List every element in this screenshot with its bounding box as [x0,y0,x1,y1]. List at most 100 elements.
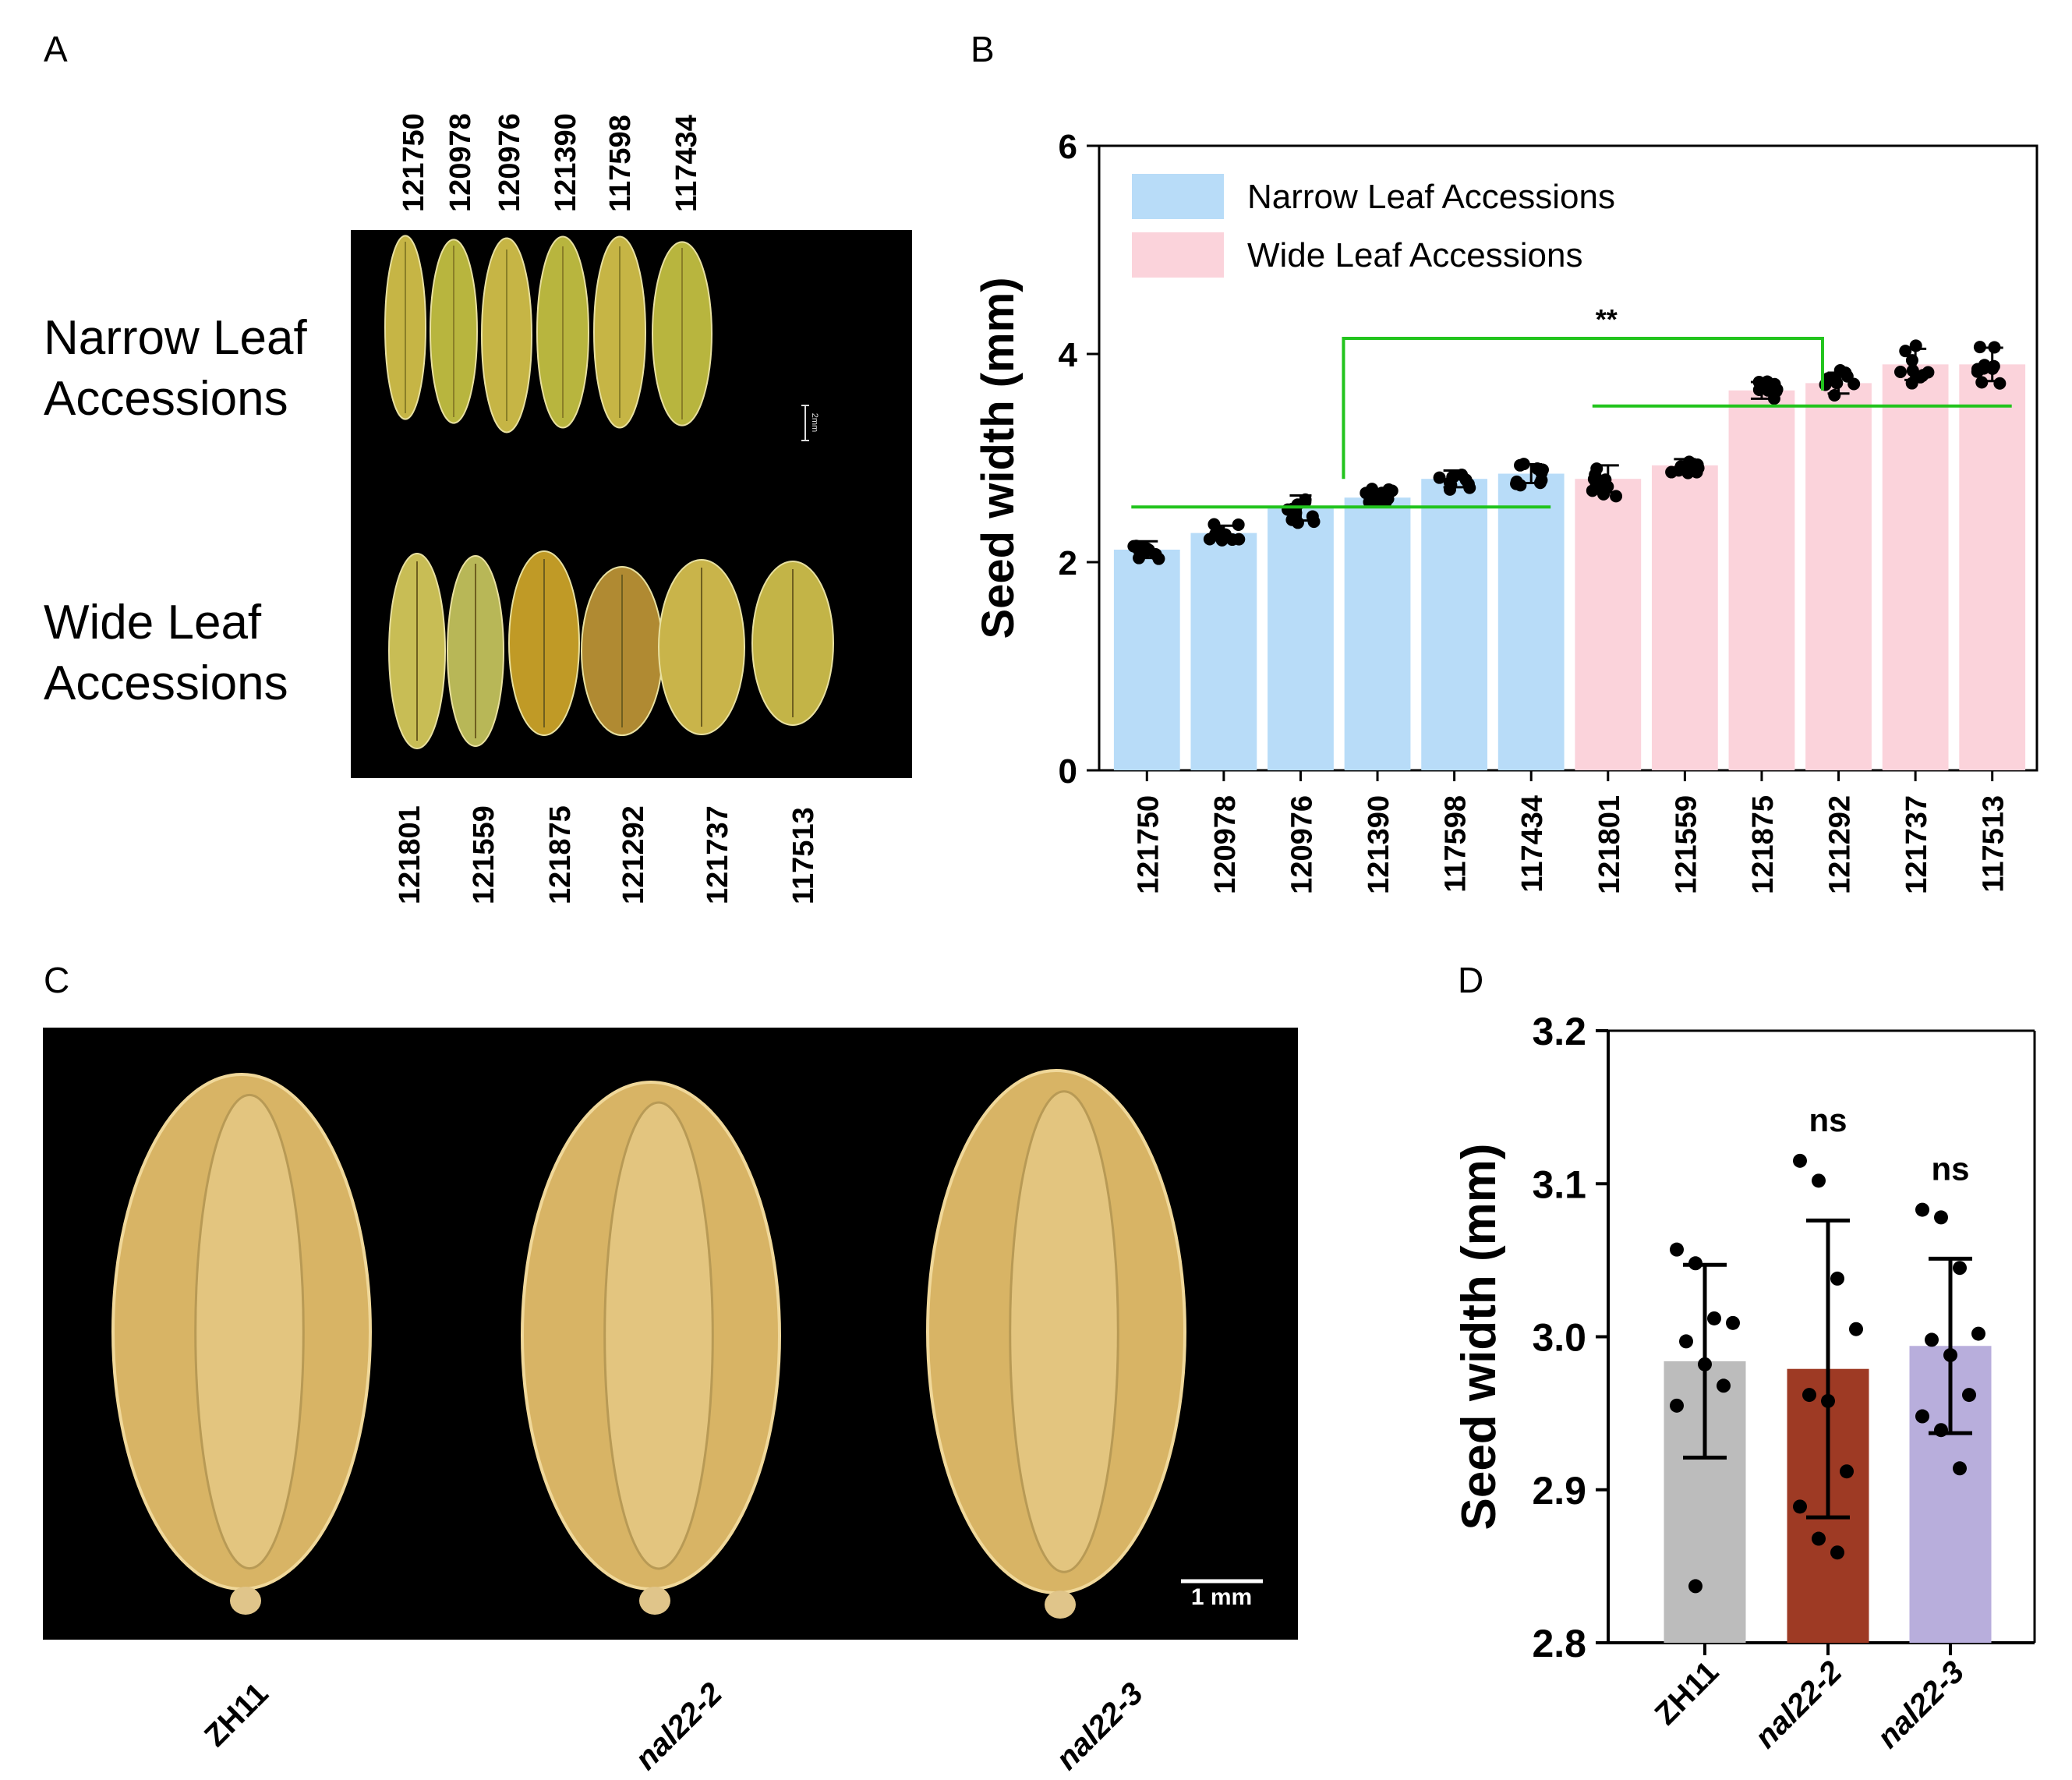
seed-photo-genotypes-svg: 1 mm [111,1069,1263,1619]
accession-id-label: 117434 [670,115,703,212]
data-point-b [1462,477,1475,490]
data-point-b [1762,384,1775,397]
data-point-b [1232,518,1245,531]
y-tick-label-d: 2.8 [1532,1622,1586,1665]
data-point-b [1447,470,1460,483]
seed-photo-accessions-svg: 2mm [384,235,834,749]
data-point-b [1910,370,1923,383]
data-point-b [1535,473,1548,487]
bar-d [1909,1346,1992,1643]
data-point-b [1672,464,1685,477]
x-tick-label-b: 120978 [1209,795,1242,894]
data-point-b [1140,544,1154,557]
data-point-b [1922,366,1935,379]
data-point-b [1444,483,1457,496]
data-point-b [1225,533,1239,547]
data-point-b [1514,479,1527,492]
data-point-b [1755,380,1768,394]
data-point-b [1215,533,1229,547]
data-point-b [1847,377,1861,391]
row-label-wide: Wide Leaf Accessions [44,596,288,710]
data-point-b [1433,471,1446,484]
data-point-d [1915,1409,1929,1424]
bar-b [1575,479,1642,770]
data-point-d [1679,1334,1693,1349]
data-point-b [1819,378,1832,391]
data-point-b [1517,458,1530,471]
data-point-b [1821,372,1834,385]
significance-label-d: ns [1809,1102,1847,1138]
data-point-b [1770,384,1783,398]
data-point-b [1289,506,1303,519]
accession-id-label: 120976 [493,113,526,212]
data-point-b [1132,543,1145,557]
data-point-b [1589,476,1603,489]
y-tick-label-d: 3.0 [1532,1316,1586,1360]
data-point-b [1906,364,1919,377]
data-point-d [1698,1357,1712,1371]
data-point-b [1285,502,1299,515]
data-point-d [1670,1398,1684,1413]
seed-large-ridge [603,1101,714,1570]
data-point-b [1130,540,1143,553]
data-point-b [1971,365,1984,378]
data-point-b [1839,366,1852,380]
data-point-d [1971,1326,1985,1341]
bar-d [1664,1361,1746,1643]
scale-bar-label-a: 2mm [810,413,819,432]
data-point-b [1299,493,1312,506]
x-tick-label-b: 117598 [1440,795,1473,893]
data-point-b [1137,541,1151,554]
genotype-label-zh11: ZH11 [198,1676,275,1753]
x-tick-label-b: 120976 [1285,795,1318,894]
significance-label-d: ns [1931,1151,1969,1187]
data-point-b [1212,526,1225,539]
bar-b [1959,364,2026,771]
data-point-b [1685,459,1699,472]
data-point-b [1446,470,1459,483]
panel-letter-a: A [44,29,68,69]
data-point-b [1893,365,1907,378]
data-point-b [1299,496,1312,509]
data-point-b [1360,487,1373,500]
data-point-b [1218,528,1232,541]
data-point-b [1366,483,1379,496]
data-point-d [1915,1202,1929,1217]
data-point-b [1752,376,1766,389]
data-point-b [1665,465,1678,479]
seed-large-ridge [1009,1090,1119,1573]
accession-id-label: 117598 [604,115,637,212]
data-point-b [1370,492,1384,505]
bar-b [1728,390,1795,770]
data-point-d [1943,1348,1957,1363]
data-point-b [1978,359,1991,372]
data-point-b [1133,551,1146,564]
data-point-b [1291,516,1304,529]
data-point-d [1953,1261,1967,1276]
bar-b [1497,473,1565,770]
seed-large-base [639,1587,670,1615]
seed-photo-accessions: 2mm [351,230,912,778]
data-point-b [1385,484,1398,497]
bar-b [1344,497,1411,770]
data-point-b [1681,466,1695,480]
significance-bracket-b [1342,336,1824,480]
data-point-d [1688,1256,1703,1271]
data-point-b [1973,341,1986,354]
data-point-b [1597,487,1611,501]
data-point-b [1599,473,1612,487]
data-point-b [1690,465,1703,479]
data-point-b [1535,466,1548,480]
x-tick-label-b: 121875 [1747,795,1780,894]
y-tick-label-d: 2.9 [1532,1469,1586,1513]
data-point-b [1207,518,1221,531]
data-point-b [1971,363,1984,376]
data-point-b [1379,495,1392,508]
data-point-b [1916,369,1929,382]
data-point-b [1363,495,1376,508]
accession-id-label: 121875 [544,805,577,904]
data-point-b [1830,377,1844,390]
data-point-b [1601,480,1614,494]
data-point-b [1988,341,2001,354]
genotype-label-nal22-3: nal22-3 [1049,1676,1150,1777]
